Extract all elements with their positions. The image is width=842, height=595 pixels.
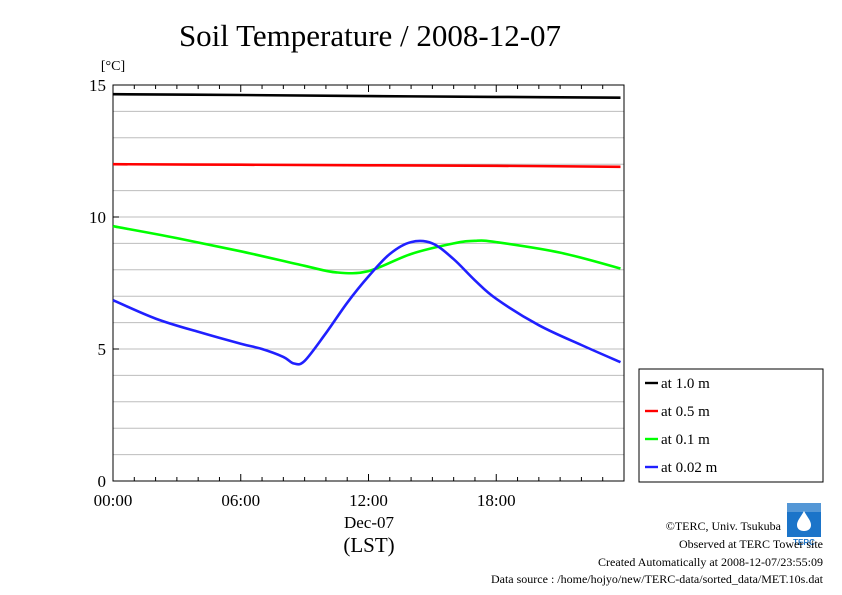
series-line-at-0-5-m [112, 162, 621, 169]
legend-label: at 0.1 m [661, 432, 710, 448]
source-text: Data source : /home/hojyo/new/TERC-data/… [491, 572, 824, 586]
water-drop-icon [797, 511, 811, 531]
y-tick-label: 0 [98, 472, 107, 491]
legend-label: at 0.02 m [661, 460, 718, 476]
legend-label: at 1.0 m [661, 376, 710, 392]
y-tick-label: 5 [98, 340, 107, 359]
x-tick-label: 06:00 [221, 491, 260, 510]
y-axis-unit: [°C] [101, 59, 125, 74]
series-line-at-0-02-m [112, 239, 622, 366]
legend: at 1.0 m at 0.5 m at 0.1 m at 0.02 m [638, 368, 824, 483]
x-tick-label: 12:00 [349, 491, 388, 510]
created-text: Created Automatically at 2008-12-07/23:5… [598, 555, 823, 569]
series-lines [112, 92, 622, 366]
minor-ticks [133, 85, 604, 481]
logo-text: TERC [793, 538, 815, 547]
y-tick-label: 10 [89, 208, 106, 227]
x-tick-labels: 00:00 06:00 12:00 18:00 [94, 491, 516, 510]
observed-text: Observed at TERC Tower site [679, 537, 823, 551]
series-line-at-1-0-m [112, 92, 621, 99]
x-axis-label: (LST) [343, 533, 394, 557]
date-label: Dec-07 [344, 513, 395, 532]
legend-box [638, 368, 824, 483]
y-tick-labels: 0 5 10 15 [89, 76, 119, 491]
plot-frame [112, 84, 625, 482]
x-tick-label: 18:00 [477, 491, 516, 510]
terc-logo: TERC [787, 503, 821, 547]
series-line-at-0-1-m [112, 224, 621, 275]
x-tick-label: 00:00 [94, 491, 133, 510]
chart-title: Soil Temperature / 2008-12-07 [179, 18, 561, 53]
copyright-text: ©TERC, Univ. Tsukuba [666, 519, 782, 533]
gridlines [113, 110, 624, 456]
legend-label: at 0.5 m [661, 404, 710, 420]
y-tick-label: 15 [89, 76, 106, 95]
